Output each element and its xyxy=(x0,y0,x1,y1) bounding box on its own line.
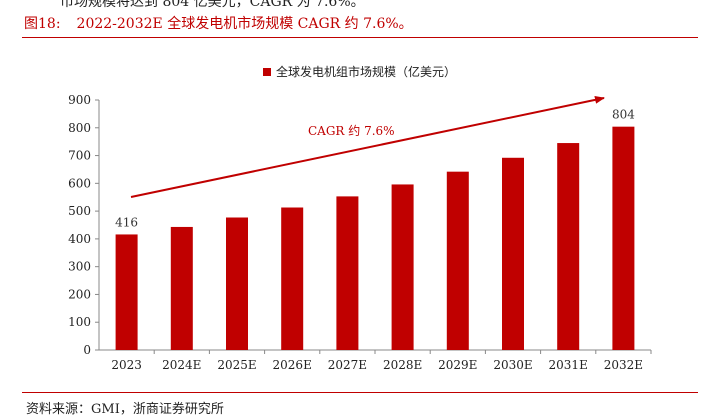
x-tick-label: 2026E xyxy=(273,358,312,372)
y-axis: 0 100 200 300 400 500 600 700 800 900 xyxy=(68,93,100,357)
bar-2023 xyxy=(115,234,138,350)
x-tick-label: 2032E xyxy=(604,358,643,372)
y-tick-label: 100 xyxy=(68,315,91,329)
x-tick-label: 2031E xyxy=(549,358,588,372)
bar-2025E xyxy=(226,217,248,350)
y-tick-label: 500 xyxy=(68,204,91,218)
x-tick-label: 2028E xyxy=(383,358,422,372)
y-tick-label: 200 xyxy=(68,287,91,301)
y-tick-label: 600 xyxy=(68,176,91,190)
x-tick-label: 2027E xyxy=(328,358,367,372)
bar-2029E xyxy=(446,171,469,350)
bar-2026E xyxy=(281,207,304,350)
data-label-2032E: 804 xyxy=(612,108,635,122)
bar-series xyxy=(115,126,635,351)
y-tick-label: 0 xyxy=(83,343,91,357)
legend-label: 全球发电机组市场规模（亿美元） xyxy=(276,64,456,79)
bar-2024E xyxy=(170,226,193,350)
bar-chart: 全球发电机组市场规模（亿美元） 0 100 200 300 400 500 600 700 80… xyxy=(68,64,652,372)
bar-2030E xyxy=(502,157,524,350)
y-tick-label: 400 xyxy=(68,232,91,246)
x-tick-label: 2024E xyxy=(162,358,201,372)
legend-swatch xyxy=(263,68,271,76)
x-tick-label: 2030E xyxy=(493,358,532,372)
x-tick-label: 2023 xyxy=(111,358,142,372)
source-note: 资料来源：GMI，浙商证券研究所 xyxy=(26,402,224,417)
truncated-body-text: 市场规模将达到 804 亿美元，CAGR 为 7.6%。 xyxy=(60,0,365,10)
data-label-2023: 416 xyxy=(115,215,138,229)
footer-divider xyxy=(22,392,698,393)
bar-2032E xyxy=(612,126,635,351)
cagr-trend-arrow xyxy=(130,95,605,198)
caption-divider xyxy=(22,37,698,38)
data-labels: 416 804 xyxy=(115,108,635,230)
figure-title: 2022-2032E 全球发电机市场规模 CAGR 约 7.6%。 xyxy=(76,16,413,32)
bar-2028E xyxy=(391,184,414,350)
y-tick-label: 800 xyxy=(68,121,91,135)
y-tick-label: 700 xyxy=(68,149,91,163)
cagr-label: CAGR 约 7.6% xyxy=(308,123,395,138)
x-tick-label: 2025E xyxy=(217,358,256,372)
y-tick-label: 900 xyxy=(68,93,91,107)
bar-2027E xyxy=(336,196,359,350)
x-tick-label: 2029E xyxy=(438,358,477,372)
y-tick-label: 300 xyxy=(68,260,91,274)
figure-number: 图18: xyxy=(24,16,61,32)
cagr-annotation: CAGR 约 7.6% xyxy=(130,95,605,198)
figure-caption: 图18: 2022-2032E 全球发电机市场规模 CAGR 约 7.6%。 xyxy=(24,13,413,33)
bar-2031E xyxy=(557,143,580,350)
x-axis: 2023 2024E 2025E 2026E 2027E 2028E 2029E 2030E 2… xyxy=(99,349,652,372)
chart-legend: 全球发电机组市场规模（亿美元） xyxy=(263,64,456,79)
